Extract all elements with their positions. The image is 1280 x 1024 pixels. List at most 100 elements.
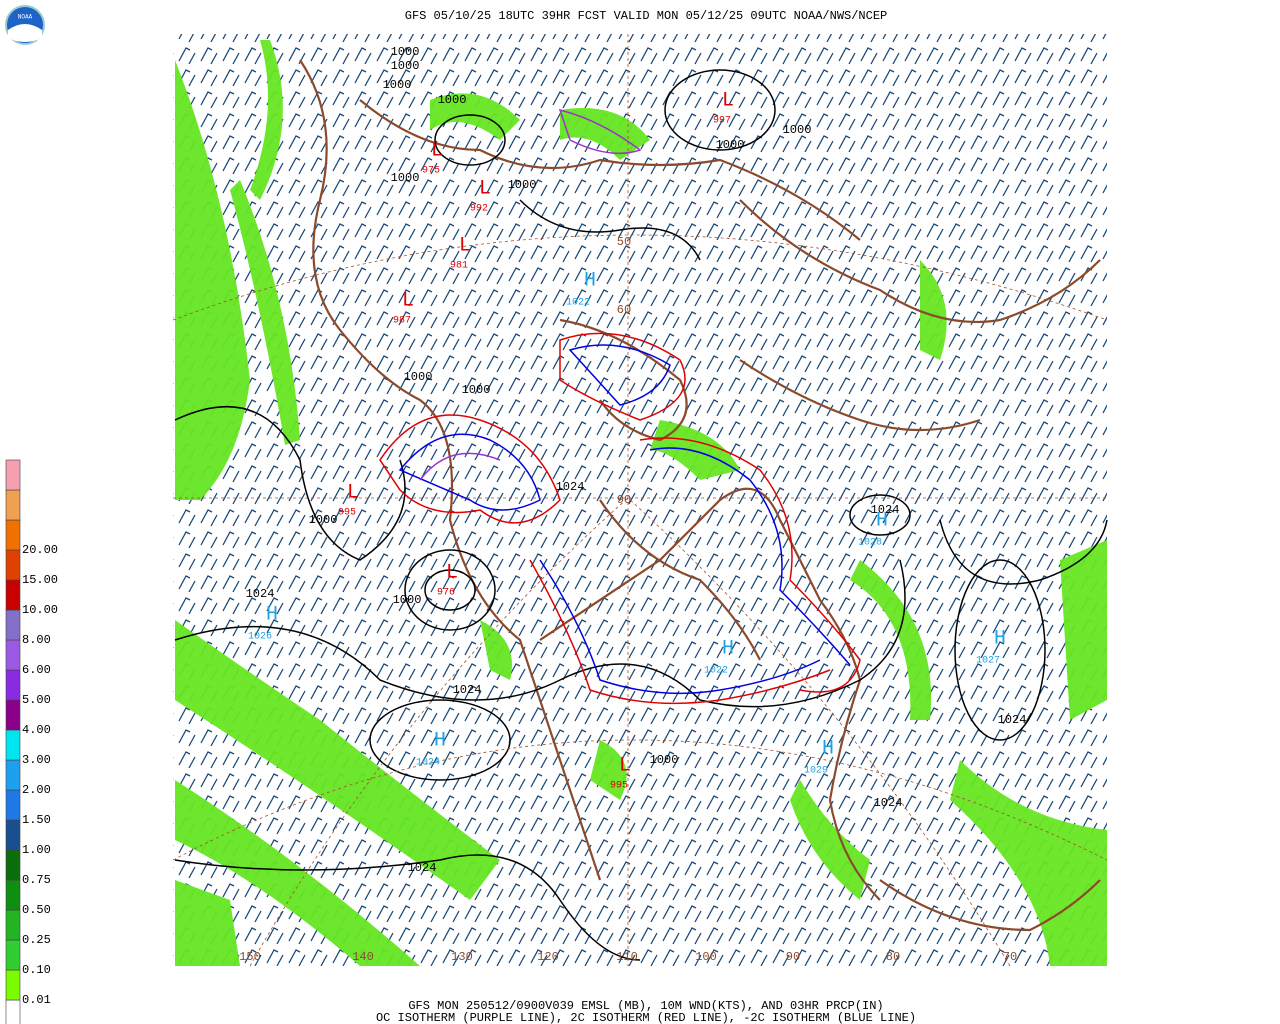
legend-swatch <box>5 789 21 821</box>
high-symbol: H <box>822 737 834 760</box>
logo: NOAA <box>5 5 45 45</box>
low-symbol: L <box>459 234 471 257</box>
footer-line: OC ISOTHERM (PURPLE LINE), 2C ISOTHERM (… <box>376 1011 916 1024</box>
legend-swatch <box>5 819 21 851</box>
legend-swatch <box>5 609 21 641</box>
high-pressure: 1026 <box>248 632 272 643</box>
isobar-label: 1000 <box>438 93 467 107</box>
title: GFS 05/10/25 18UTC 39HR FCST VALID MON 0… <box>405 9 887 23</box>
isobar-label: 1000 <box>393 593 422 607</box>
legend-label: 8.00 <box>22 633 51 647</box>
longitude-label: 90 <box>786 950 800 964</box>
legend-swatch <box>5 849 21 881</box>
longitude-label: 140 <box>352 950 374 964</box>
legend-label: 4.00 <box>22 723 51 737</box>
legend-swatch <box>5 669 21 701</box>
low-pressure: 981 <box>450 261 468 272</box>
longitude-label: 150 <box>239 950 261 964</box>
high-symbol: H <box>434 729 446 752</box>
high-symbol: H <box>584 269 596 292</box>
isobar-label: 1000 <box>309 513 338 527</box>
legend-label: 10.00 <box>22 603 58 617</box>
isobar-label: 1024 <box>453 683 482 697</box>
legend-swatch <box>5 879 21 911</box>
legend-swatch <box>5 729 21 761</box>
isobar-label: 1000 <box>391 171 420 185</box>
isobar-label: 1024 <box>408 861 437 875</box>
legend-swatch <box>5 909 21 941</box>
legend-swatch <box>5 699 21 731</box>
high-pressure: 1027 <box>976 656 1000 667</box>
high-pressure: 1022 <box>704 666 728 677</box>
legend-label: 2.00 <box>22 783 51 797</box>
legend-label: 0.75 <box>22 873 51 887</box>
legend-swatch <box>5 519 21 551</box>
latitude-label: 60 <box>617 303 631 317</box>
legend-label: 5.00 <box>22 693 51 707</box>
legend-label: 1.50 <box>22 813 51 827</box>
legend-label: 15.00 <box>22 573 58 587</box>
longitude-label: 120 <box>537 950 559 964</box>
legend-label: 0.01 <box>22 993 51 1007</box>
low-symbol: L <box>479 177 491 200</box>
high-symbol: H <box>994 627 1006 650</box>
high-pressure: 1024 <box>416 758 440 769</box>
isobar-label: 1024 <box>998 713 1027 727</box>
low-pressure: 995 <box>610 781 628 792</box>
low-pressure: 987 <box>393 316 411 327</box>
longitude-label: 110 <box>616 950 638 964</box>
low-symbol: L <box>431 139 443 162</box>
isobar-label: 1000 <box>650 753 679 767</box>
longitude-label: 80 <box>886 950 900 964</box>
legend-label: 6.00 <box>22 663 51 677</box>
low-pressure: 992 <box>470 204 488 215</box>
low-symbol: L <box>446 561 458 584</box>
legend-label: 0.10 <box>22 963 51 977</box>
legend-swatch <box>5 969 21 1001</box>
high-symbol: H <box>722 637 734 660</box>
legend-swatch <box>5 759 21 791</box>
isobar-label: 1024 <box>246 587 275 601</box>
legend-swatch <box>5 939 21 971</box>
isobar-label: 1000 <box>508 178 537 192</box>
high-pressure: 1028 <box>858 538 882 549</box>
isobar-label: 1000 <box>391 45 420 59</box>
low-pressure: 975 <box>422 166 440 177</box>
latitude-label: 90 <box>617 493 631 507</box>
legend-swatch <box>5 459 21 491</box>
legend-label: 3.00 <box>22 753 51 767</box>
high-symbol: H <box>266 603 278 626</box>
legend-label: 1.00 <box>22 843 51 857</box>
longitude-label: 70 <box>1003 950 1017 964</box>
low-symbol: L <box>347 481 359 504</box>
isobar-label: 1000 <box>462 383 491 397</box>
low-symbol: L <box>619 754 631 777</box>
low-pressure: 976 <box>437 588 455 599</box>
high-pressure: 1029 <box>804 766 828 777</box>
legend-swatch <box>5 549 21 581</box>
high-pressure: 1022 <box>566 298 590 309</box>
isobar-label: 1024 <box>874 796 903 810</box>
low-pressure: 995 <box>338 508 356 519</box>
low-pressure: 997 <box>713 116 731 127</box>
legend-swatch <box>5 639 21 671</box>
legend-label: 0.50 <box>22 903 51 917</box>
low-symbol: L <box>402 289 414 312</box>
map <box>172 34 1108 967</box>
legend-label: 20.00 <box>22 543 58 557</box>
legend-swatch <box>5 489 21 521</box>
isobar-label: 1024 <box>556 480 585 494</box>
latitude-label: 50 <box>617 235 631 249</box>
longitude-label: 130 <box>451 950 473 964</box>
isobar-label: 1000 <box>783 123 812 137</box>
isobar-label: 1000 <box>391 59 420 73</box>
legend-swatch <box>5 999 21 1024</box>
isobar-label: 1024 <box>871 503 900 517</box>
footer-line: GFS MON 250512/0900V039 EMSL (MB), 10M W… <box>408 999 883 1013</box>
legend-swatch <box>5 579 21 611</box>
high-symbol: H <box>876 509 888 532</box>
isobar-label: 1000 <box>716 138 745 152</box>
low-symbol: L <box>722 89 734 112</box>
